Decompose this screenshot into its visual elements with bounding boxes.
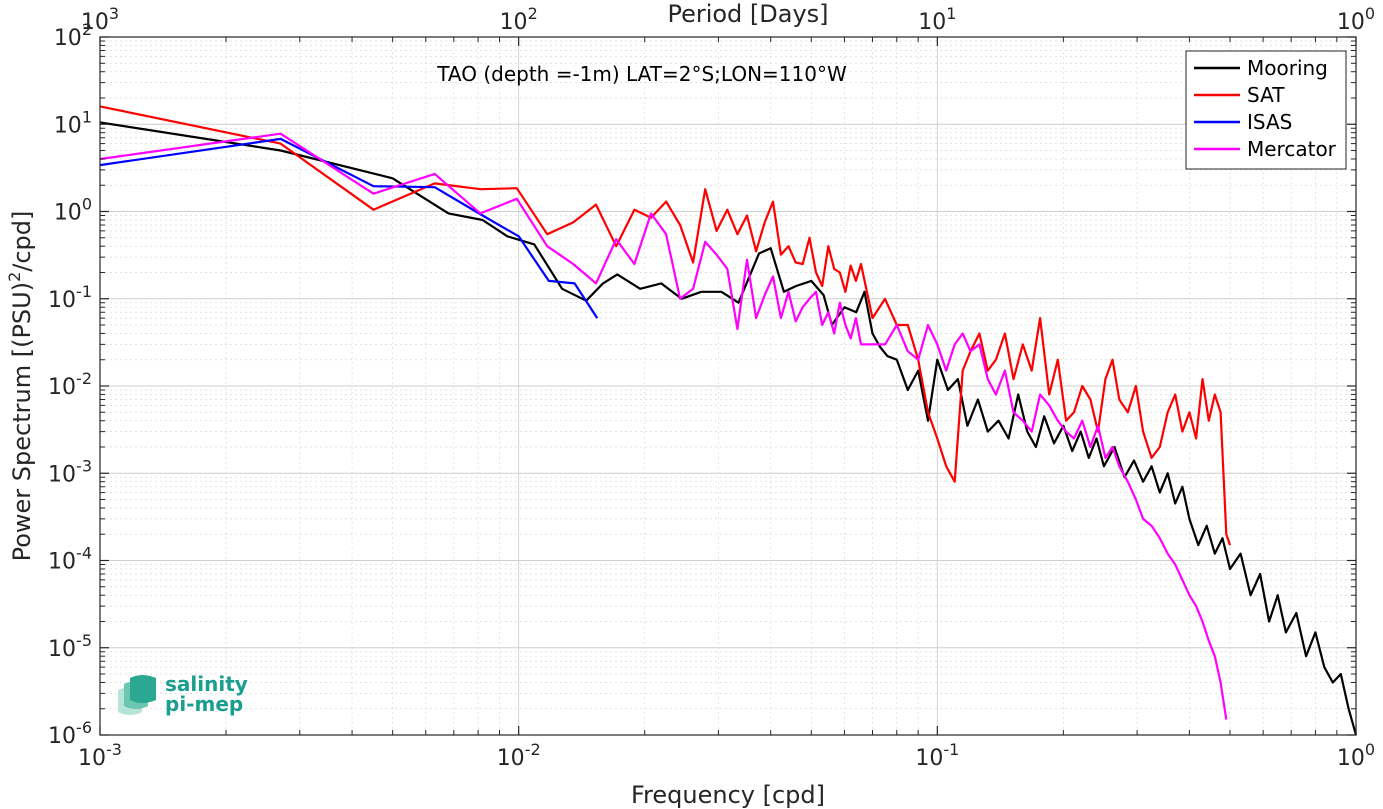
series-line-mooring [99,121,1358,736]
x-axis-label: Frequency [cpd] [631,781,825,809]
series-line-mercator [99,132,1228,720]
logo-text-line1: salinity [165,672,248,696]
legend: Mooring SAT ISAS Mercator [1185,50,1347,170]
top-tick-label: 100 [1337,4,1375,35]
annotation-text: TAO (depth =-1m) LAT=2°S;LON=110°W [436,62,847,86]
minor-grid [100,37,1356,735]
y-tick-label: 102 [54,20,92,51]
y-tick-label: 10-5 [48,631,92,662]
top-tick-label: 103 [81,4,119,35]
y-axis-label: Power Spectrum [(PSU)2/cpd] [5,211,36,562]
y-tick-label: 10-1 [48,282,92,313]
ticks-layer [99,36,1357,736]
series-layer [99,105,1358,736]
legend-items: Mooring SAT ISAS Mercator [1194,56,1337,161]
series-line-sat [99,105,1232,546]
y-tick-label: 10-4 [48,544,92,575]
y-tick-label: 100 [54,195,92,226]
logo-mark [118,675,156,715]
y-tick-label: 101 [54,107,92,138]
top-tick-label: 101 [918,4,956,35]
x-tick-label: 10-2 [497,740,541,771]
logo-wave-3 [130,675,156,703]
legend-label-mooring: Mooring [1247,56,1328,80]
legend-label-mercator: Mercator [1247,137,1337,161]
x-tick-label: 10-3 [78,740,122,771]
legend-label-isas: ISAS [1247,110,1292,134]
y-tick-label: 10-6 [48,718,92,749]
logo: salinity pi-mep [118,672,248,716]
legend-label-sat: SAT [1247,83,1285,107]
y-tick-label: 10-3 [48,456,92,487]
y-tick-label: 10-2 [48,369,92,400]
top-tick-label: 102 [500,4,538,35]
top-axis-label: Period [Days] [667,0,828,28]
x-tick-label: 10-1 [915,740,959,771]
logo-text-line2: pi-mep [165,692,243,716]
x-tick-label: 100 [1337,740,1375,771]
